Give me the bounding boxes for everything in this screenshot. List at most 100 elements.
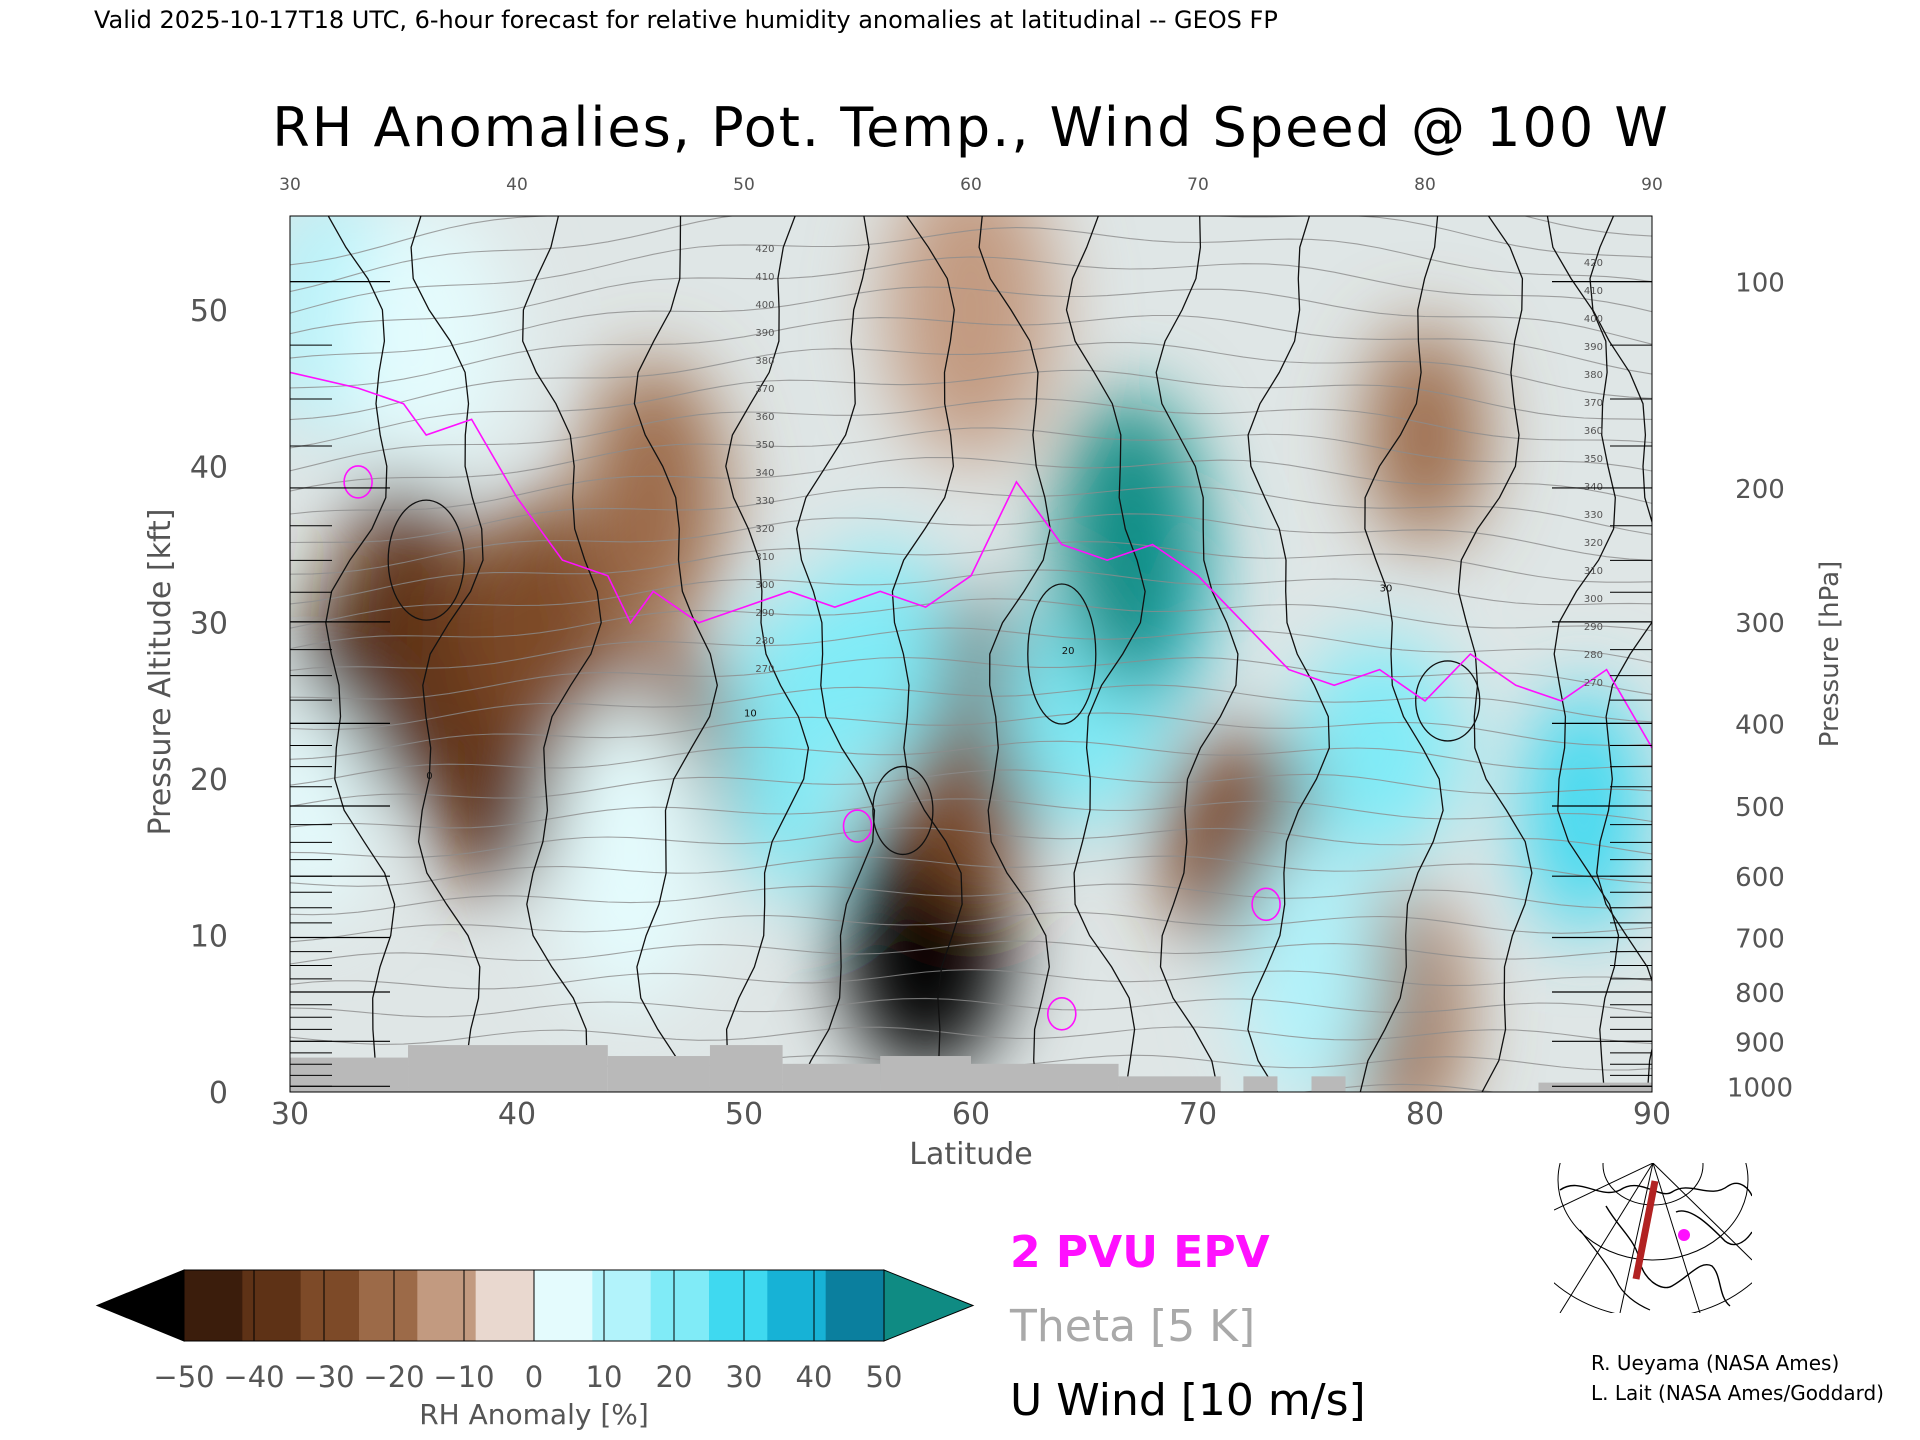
theta-contours	[290, 216, 1652, 1092]
colorbar-tick-label: −50	[153, 1360, 214, 1394]
wind-contour-line	[978, 216, 1051, 1092]
map-coastline	[1675, 1210, 1752, 1246]
colorbar-tick-label: 20	[656, 1360, 693, 1394]
theta-contour-label: 360	[755, 412, 774, 423]
theta-contour-line	[290, 486, 1652, 544]
theta-contour-label: 320	[755, 524, 774, 535]
x-top-tick-label: 40	[506, 175, 528, 195]
rh-anomaly-region	[290, 700, 373, 921]
cross-section-line	[1632, 1180, 1659, 1280]
theta-contour-line	[290, 940, 1652, 965]
wind-contour-line	[891, 216, 963, 1092]
x-tick-label: 90	[1633, 1097, 1671, 1132]
terrain-block	[408, 1045, 608, 1092]
pvu-contour-loop	[1251, 887, 1281, 922]
location-marker	[1678, 1229, 1690, 1241]
theta-contour-line	[290, 314, 1652, 389]
wind-contour-line	[1155, 216, 1239, 1092]
colorbar-tick-label: −10	[433, 1360, 494, 1394]
pressure-tick-label: 900	[1735, 1028, 1785, 1058]
theta-contour-label: 370	[755, 384, 774, 395]
wind-contour-loop	[1415, 660, 1481, 742]
wind-contour-line	[1065, 216, 1146, 1092]
theta-contour-label: 400	[755, 300, 774, 311]
theta-contour-line	[290, 216, 1652, 293]
theta-contour-label: 380	[755, 356, 774, 367]
colorbar-low-arrow	[95, 1269, 185, 1342]
wind-contour-loop	[1027, 583, 1097, 725]
plot-frame	[289, 215, 1653, 1093]
credit-line-2: L. Lait (NASA Ames/Goddard)	[1591, 1381, 1884, 1405]
pressure-tick-label: 300	[1735, 609, 1785, 639]
terrain-block	[1118, 1076, 1221, 1092]
theta-contour-line	[290, 427, 1652, 492]
rh-anomaly-region	[1295, 637, 1464, 858]
colorbar-tick-label: 10	[586, 1360, 623, 1394]
theta-contour-label: 340	[755, 468, 774, 479]
credit-line-1: R. Ueyama (NASA Ames)	[1591, 1351, 1839, 1375]
theta-contour-line	[290, 911, 1652, 943]
map-meridian	[1652, 1163, 1701, 1313]
map-inset	[1554, 1163, 1752, 1313]
theta-contour-label: 290	[755, 608, 774, 619]
theta-contour-line	[290, 883, 1652, 916]
legend-wind: U Wind [10 m/s]	[1010, 1375, 1366, 1426]
theta-contour-line	[290, 798, 1652, 829]
terrain-block	[880, 1056, 971, 1092]
pressure-tick-label: 500	[1735, 793, 1785, 823]
theta-contour-label: 390	[1584, 342, 1603, 353]
colorbar-segment	[359, 1270, 418, 1341]
theta-contour-label: 410	[1584, 286, 1603, 297]
rh-anomaly-region	[887, 216, 1055, 462]
wind-contour-line	[725, 216, 810, 1092]
theta-contour-label: 270	[755, 664, 774, 675]
colorbar-segment	[767, 1270, 827, 1341]
colorbar-segment	[825, 1270, 885, 1341]
theta-contour-line	[290, 227, 1652, 314]
colorbar-tick-label: −30	[293, 1360, 354, 1394]
wind-contour-line	[1457, 216, 1533, 1092]
theta-contour-label: 270	[1584, 678, 1603, 689]
y-axis-right-label: Pressure [hPa]	[1815, 561, 1845, 748]
theta-contour-label: 410	[755, 272, 774, 283]
theta-contour-label: 290	[1584, 622, 1603, 633]
pressure-axis-labels: 1000 900 800 700 600 500 400 300 200 100	[1727, 269, 1793, 1104]
theta-contour-label: 330	[755, 496, 774, 507]
theta-contour-line	[290, 286, 1652, 359]
wind-contour-loop	[872, 765, 934, 856]
map-coastline	[1559, 1182, 1752, 1197]
theta-contour-label: 370	[1584, 398, 1603, 409]
wind-contour-label: 30	[1380, 583, 1393, 594]
theta-contour-line	[290, 855, 1652, 887]
theta-contour-label: 280	[1584, 650, 1603, 661]
x-tick-label: 50	[725, 1097, 763, 1132]
theta-contour-line	[290, 627, 1652, 671]
x-top-tick-label: 30	[279, 175, 301, 195]
pvu-contour-loop	[842, 809, 873, 843]
colorbar-tick-label: 30	[726, 1360, 763, 1394]
x-tick-label: 80	[1406, 1097, 1444, 1132]
terrain-mask	[290, 1045, 1652, 1092]
pvu-contour-loop	[343, 465, 373, 499]
y-tick-label: 40	[190, 450, 228, 485]
pressure-tick-label: 700	[1735, 924, 1785, 954]
x-top-tick-label: 90	[1641, 175, 1663, 195]
theta-contour-label: 350	[1584, 454, 1603, 465]
terrain-block	[1538, 1082, 1652, 1092]
rh-anomaly-region	[546, 705, 715, 1010]
rh-anomaly-region	[1057, 392, 1202, 697]
theta-contour-label: 310	[755, 552, 774, 563]
pvu-contour	[290, 371, 1652, 1031]
terrain-block	[709, 1045, 783, 1092]
theta-contour-label: 320	[1584, 538, 1603, 549]
pressure-tick-label: 100	[1735, 269, 1785, 299]
pressure-tick-label: 800	[1735, 979, 1785, 1009]
theta-contour-line	[290, 369, 1652, 449]
colorbar-tick-label: −20	[363, 1360, 424, 1394]
wind-contour-line	[522, 216, 602, 1092]
terrain-block	[782, 1063, 881, 1092]
contour-labels: 420 420 410 410 400 400 390 390 380 380 370 370 360 3…	[426, 244, 1603, 782]
y-tick-label: 10	[190, 920, 228, 955]
y-axis-ticks: 0 10 20 30 40 50	[190, 294, 228, 1111]
x-axis-ticks: 30 40 50 60 70 80 90	[271, 1097, 1671, 1132]
